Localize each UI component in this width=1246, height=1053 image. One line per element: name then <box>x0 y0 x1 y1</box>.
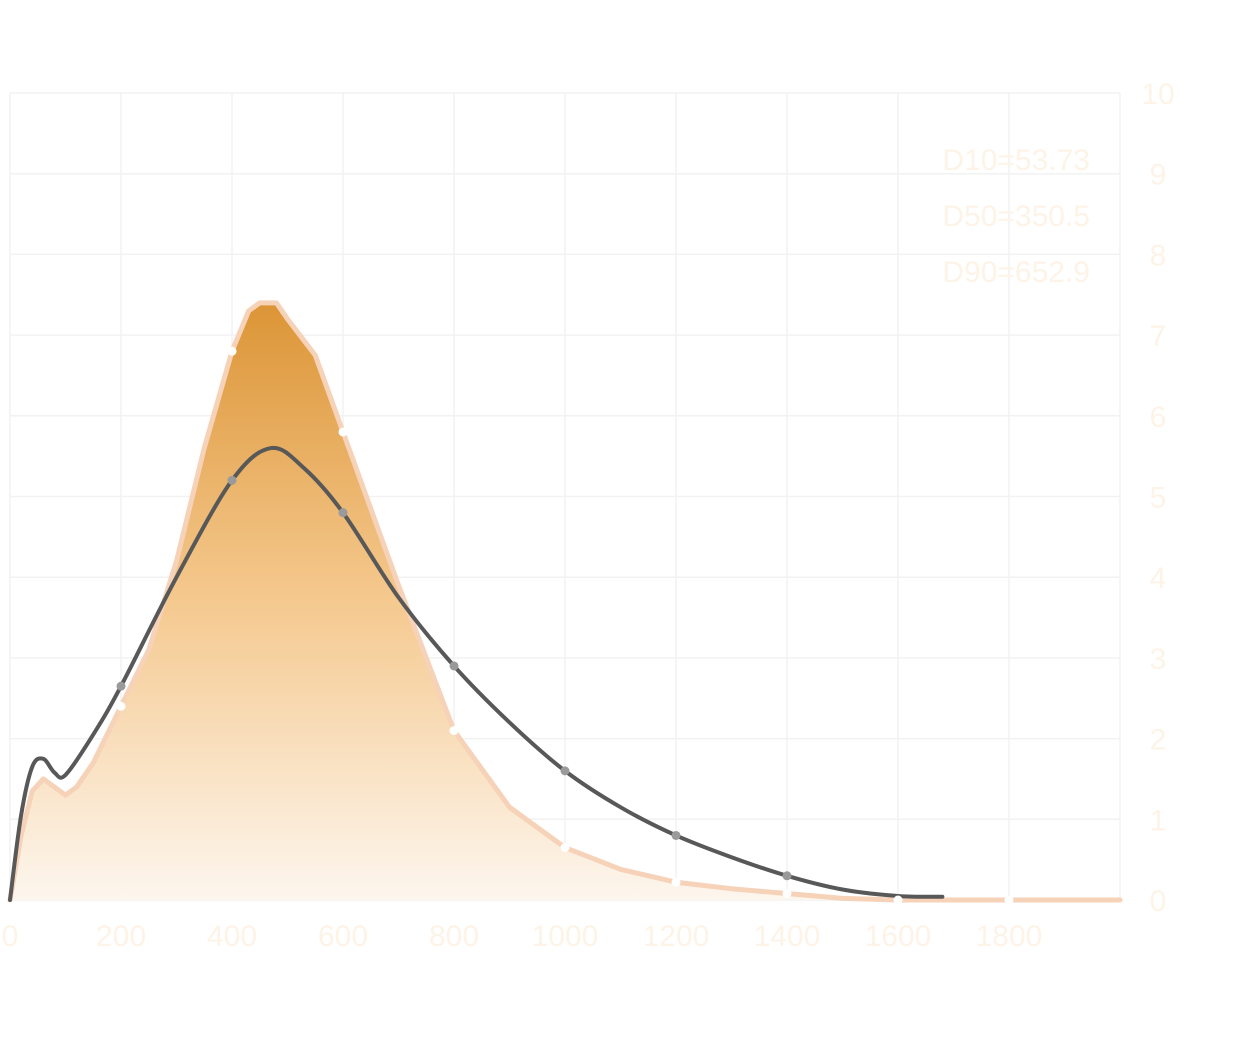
y-tick-label: 7 <box>1150 320 1167 353</box>
line-marker <box>116 681 126 691</box>
area-outline <box>7 300 1123 903</box>
y-tick-label: 10 <box>1141 78 1174 111</box>
markers <box>116 346 1014 905</box>
x-axis-ticks: 0 200 400 600 800 1000 1200 1400 1600 1800 <box>2 920 1043 953</box>
y-tick-label: 6 <box>1150 401 1167 434</box>
area-marker <box>338 427 348 437</box>
x-tick-label: 400 <box>207 920 257 953</box>
x-tick-label: 1600 <box>865 920 932 953</box>
area-marker <box>893 895 903 905</box>
y-axis-ticks: 0 1 2 3 4 5 6 7 8 9 10 <box>1141 78 1174 918</box>
y-tick-label: 4 <box>1150 562 1167 595</box>
x-tick-label: 800 <box>429 920 479 953</box>
y-tick-label: 9 <box>1150 159 1167 192</box>
area-marker <box>782 889 792 899</box>
line-marker <box>449 661 459 671</box>
y-tick-label: 8 <box>1150 239 1167 272</box>
y-tick-label: 3 <box>1150 643 1167 676</box>
area-marker <box>227 346 237 356</box>
y-tick-label: 5 <box>1150 482 1167 515</box>
line-marker <box>227 475 237 485</box>
line-series <box>8 445 945 902</box>
area-marker <box>116 701 126 711</box>
x-tick-label: 1000 <box>532 920 599 953</box>
annotation-d10: D10=53.73 <box>942 144 1090 177</box>
y-tick-label: 2 <box>1150 724 1167 757</box>
area-marker <box>1004 895 1014 905</box>
x-tick-label: 1400 <box>754 920 821 953</box>
area-marker <box>560 843 570 853</box>
x-tick-label: 200 <box>96 920 146 953</box>
x-tick-label: 600 <box>318 920 368 953</box>
y-tick-label: 0 <box>1150 885 1167 918</box>
line-marker <box>560 766 570 776</box>
line-marker <box>338 508 348 518</box>
annotation-d50: D50=350.5 <box>942 200 1090 233</box>
x-tick-label: 1800 <box>976 920 1043 953</box>
annotations: D10=53.73 D50=350.5 D90=652.9 <box>942 144 1090 289</box>
line-path <box>8 445 945 902</box>
x-tick-label: 0 <box>2 920 19 953</box>
area-marker <box>671 877 681 887</box>
annotation-d90: D90=652.9 <box>942 256 1090 289</box>
y-tick-label: 1 <box>1150 804 1167 837</box>
area-marker <box>449 726 459 736</box>
x-tick-label: 1200 <box>643 920 710 953</box>
line-marker <box>671 830 681 840</box>
line-marker <box>782 871 792 881</box>
